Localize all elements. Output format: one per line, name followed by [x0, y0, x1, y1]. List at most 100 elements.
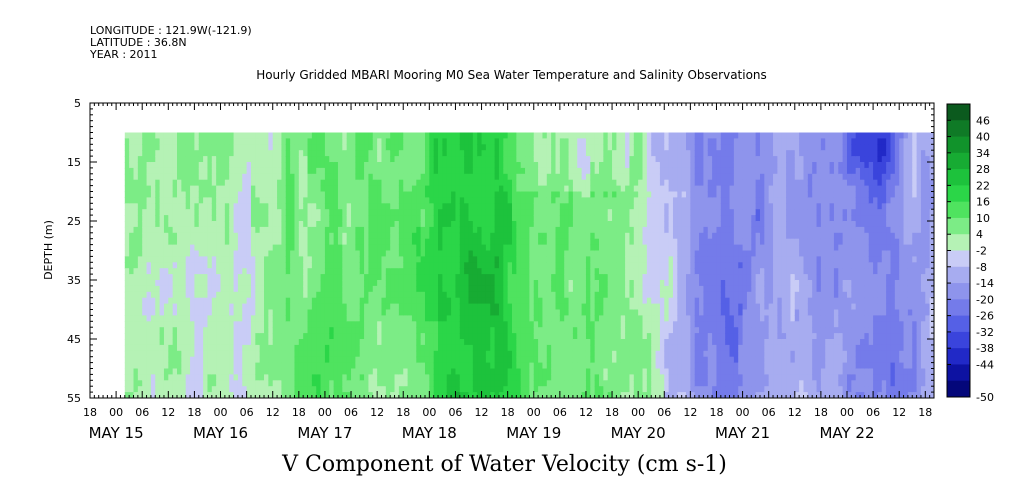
heatmap-cell [224, 132, 230, 139]
heatmap-cell [459, 173, 465, 181]
heatmap-cell [481, 368, 487, 375]
heatmap-cell [150, 156, 156, 163]
heatmap-cell [546, 339, 552, 346]
heatmap-cell [298, 156, 304, 163]
heatmap-cell [368, 144, 374, 151]
heatmap-cell [520, 203, 526, 210]
heatmap-cell [233, 386, 239, 393]
heatmap-cell [520, 303, 526, 311]
heatmap-cell [498, 173, 504, 181]
heatmap-cell [507, 392, 513, 398]
heatmap-cell [538, 315, 544, 322]
heatmap-cell [351, 321, 356, 328]
heatmap-cell [416, 256, 422, 263]
heatmap-cell [411, 250, 417, 257]
heatmap-cell [307, 315, 313, 322]
heatmap-cell [211, 221, 217, 228]
heatmap-cell [198, 156, 204, 163]
heatmap-cell [411, 344, 417, 352]
heatmap-cell [455, 179, 461, 187]
heatmap-cell [577, 185, 583, 193]
heatmap-cell [394, 162, 400, 169]
heatmap-cell [390, 309, 396, 316]
heatmap-cell [277, 350, 283, 358]
heatmap-cell [172, 386, 178, 393]
heatmap-cell [590, 244, 596, 252]
heatmap-cell [329, 144, 335, 151]
heatmap-cell [398, 392, 404, 398]
heatmap-cell [159, 362, 165, 370]
heatmap-cell [381, 162, 387, 169]
heatmap-cell [485, 303, 491, 311]
heatmap-cell [529, 392, 535, 398]
heatmap-cell [333, 221, 339, 228]
heatmap-cell [198, 392, 204, 398]
heatmap-cell [442, 374, 448, 381]
heatmap-cell [599, 339, 604, 346]
heatmap-cell [137, 368, 143, 375]
heatmap-cell [572, 333, 578, 340]
heatmap-cell [190, 138, 196, 145]
heatmap-cell [237, 138, 243, 145]
heatmap-cell [168, 221, 174, 228]
heatmap-cell [520, 344, 526, 352]
heatmap-cell [446, 138, 452, 145]
heatmap-cell [320, 262, 326, 269]
heatmap-cell [507, 215, 513, 222]
heatmap-cell [311, 315, 317, 322]
heatmap-cell [577, 191, 583, 198]
heatmap-cell [603, 256, 609, 263]
heatmap-cell [285, 303, 291, 311]
heatmap-cell [407, 268, 413, 275]
heatmap-cell [533, 362, 539, 370]
heatmap-cell [324, 162, 330, 169]
heatmap-cell [520, 262, 526, 269]
heatmap-cell [268, 256, 274, 263]
heatmap-cell [603, 297, 609, 305]
heatmap-cell [329, 179, 335, 187]
heatmap-cell [520, 315, 526, 322]
heatmap-cell [424, 191, 430, 198]
heatmap-cell [472, 256, 478, 263]
heatmap-cell [137, 167, 143, 175]
heatmap-cell [411, 368, 417, 375]
heatmap-cell [525, 226, 530, 234]
heatmap-cell [585, 356, 591, 364]
heatmap-cell [529, 209, 535, 216]
heatmap-cell [294, 226, 300, 234]
heatmap-cell [481, 179, 487, 187]
heatmap-cell [268, 209, 274, 216]
heatmap-cell [311, 333, 317, 340]
heatmap-cell [424, 327, 430, 334]
heatmap-cell [294, 215, 300, 222]
heatmap-cell [285, 203, 291, 210]
heatmap-cell [216, 374, 222, 381]
heatmap-cell [316, 350, 322, 358]
heatmap-cell [599, 291, 604, 299]
heatmap-cell [150, 203, 156, 210]
heatmap-cell [529, 226, 535, 234]
heatmap-cell [229, 215, 235, 222]
heatmap-cell [498, 315, 504, 322]
heatmap-cell [259, 185, 265, 193]
heatmap-cell [455, 173, 461, 181]
heatmap-cell [390, 303, 396, 311]
heatmap-cell [424, 303, 430, 311]
heatmap-cell [285, 285, 291, 293]
heatmap-cell [216, 380, 222, 387]
heatmap-cell [455, 339, 461, 346]
heatmap-cell [351, 132, 356, 139]
heatmap-cell [259, 191, 265, 198]
heatmap-cell [294, 344, 300, 352]
heatmap-cell [224, 138, 230, 145]
heatmap-cell [512, 144, 517, 151]
heatmap-cell [507, 368, 513, 375]
heatmap-cell [433, 362, 439, 370]
heatmap-cell [259, 291, 265, 299]
heatmap-cell [451, 356, 457, 364]
heatmap-cell [403, 179, 409, 187]
heatmap-cell [507, 315, 513, 322]
heatmap-cell [581, 232, 587, 240]
heatmap-cell [137, 215, 143, 222]
heatmap-cell [237, 262, 243, 269]
